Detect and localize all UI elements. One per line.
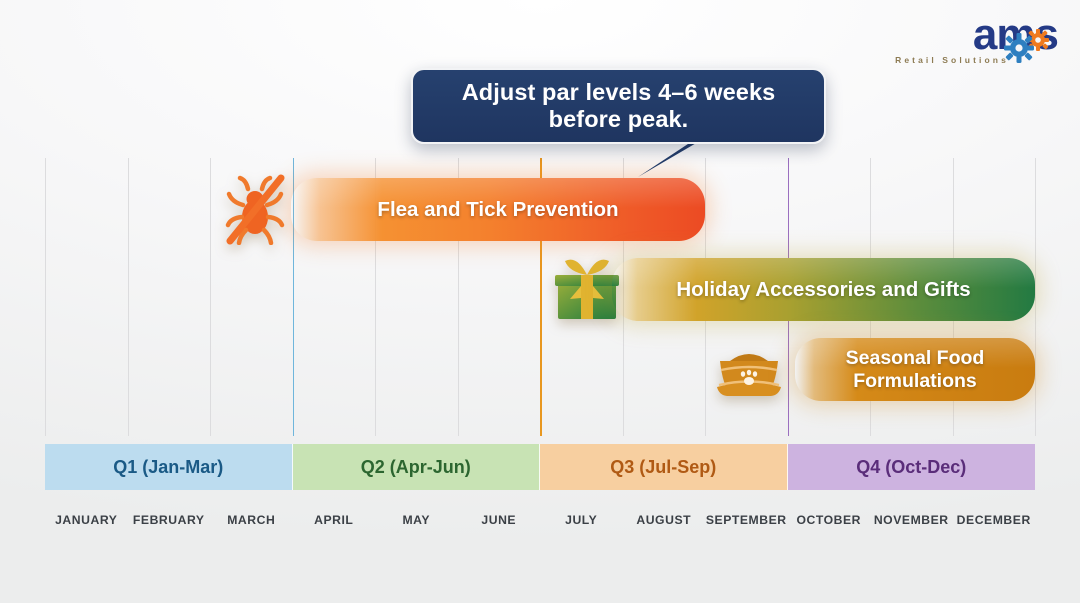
gears-icon — [1004, 29, 1049, 63]
bar-label-line-2: Formulations — [853, 369, 977, 392]
callout-tail — [638, 140, 698, 177]
callout-text: Adjust par levels 4–6 weeks before peak. — [444, 79, 794, 134]
callout-line-1: Adjust par levels 4–6 weeks — [461, 78, 776, 105]
month-label-january: JANUARY — [55, 513, 118, 527]
tick-slash-icon — [225, 174, 285, 245]
bar-label: Holiday Accessories and Gifts — [676, 277, 971, 301]
month-label-june: JUNE — [481, 513, 517, 527]
month-label-may: MAY — [402, 513, 431, 527]
gridline-2 — [210, 158, 211, 436]
timeline-bar-seasonal-food[interactable]: Seasonal Food Formulations — [795, 338, 1035, 401]
gridline-0 — [45, 158, 46, 436]
ams-logo: ams Retail Solutions — [888, 13, 1059, 76]
month-label-october: OCTOBER — [796, 513, 862, 527]
month-label-april: APRIL — [314, 513, 354, 527]
gridline-1 — [127, 158, 129, 436]
month-axis: JANUARY FEBRUARY MARCH APRIL MAY JUNE JULY AUGU… — [45, 506, 1035, 534]
dog-bowl-icon — [717, 354, 781, 396]
bar-label-line-1: Seasonal Food — [845, 347, 985, 370]
month-label-july: JULY — [565, 513, 598, 527]
quarter-band: Q1 (Jan-Mar) Q2 (Apr-Jun) Q3 (Jul-Sep) Q4 (… — [45, 444, 1035, 490]
bar-label: Flea and Tick Prevention — [377, 197, 619, 221]
logo-tagline: Retail Solutions — [895, 54, 1009, 65]
month-label-march: MARCH — [227, 513, 276, 527]
month-label-february: FEBRUARY — [132, 513, 205, 527]
bar-label: Seasonal Food Formulations — [795, 347, 1035, 391]
timeline-bar-holiday[interactable]: Holiday Accessories and Gifts — [612, 258, 1035, 321]
month-label-september: SEPTEMBER — [705, 513, 787, 527]
quarter-cell-q3[interactable]: Q3 (Jul-Sep) — [540, 444, 788, 490]
quarter-cell-q2[interactable]: Q2 (Apr-Jun) — [292, 444, 540, 490]
gridline-3 — [292, 158, 295, 436]
quarter-cell-q4[interactable]: Q4 (Oct-Dec) — [787, 444, 1035, 490]
month-label-november: NOVEMBER — [873, 513, 949, 527]
callout-bubble: Adjust par levels 4–6 weeks before peak. — [411, 68, 826, 144]
month-label-august: AUGUST — [636, 513, 692, 527]
gridline-5 — [457, 158, 459, 436]
gridline-12 — [1035, 158, 1036, 436]
gift-icon — [555, 259, 619, 319]
gridline-4 — [375, 158, 376, 436]
callout-line-2: before peak. — [548, 106, 689, 132]
quarter-cell-q1[interactable]: Q1 (Jan-Mar) — [45, 444, 293, 490]
timeline-bar-flea-tick[interactable]: Flea and Tick Prevention — [291, 178, 705, 241]
month-label-december: DECEMBER — [956, 513, 1031, 527]
gridline-6 — [540, 158, 542, 436]
